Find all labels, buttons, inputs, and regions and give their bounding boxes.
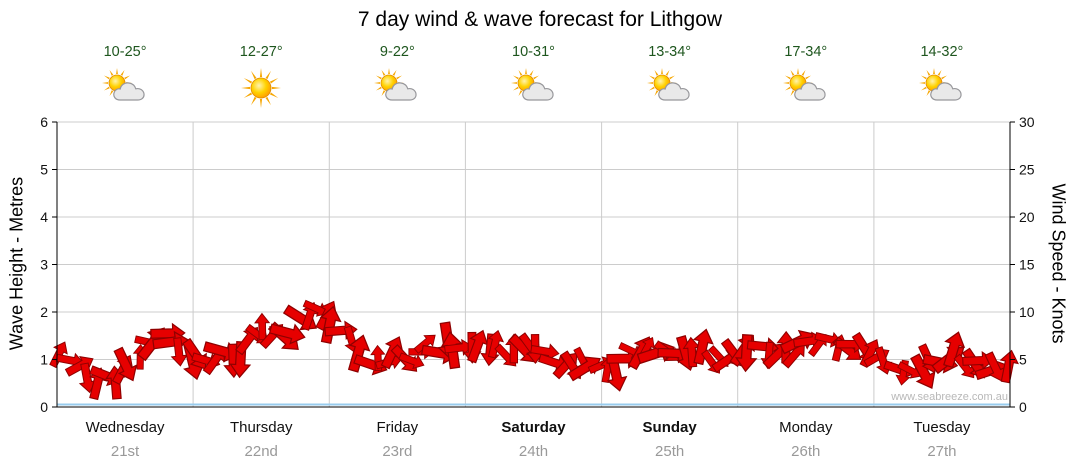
day-date-label: 24th: [518, 443, 549, 460]
wind-axis-tick: 25: [1019, 162, 1035, 178]
day-date-label: 21st: [110, 443, 140, 460]
wave-axis-tick: 6: [40, 114, 48, 130]
sun-cloud-icon: [918, 66, 965, 112]
wind-arrow: [170, 337, 188, 367]
day-name-label: Saturday: [501, 419, 566, 436]
day-temp: 10-25°: [103, 44, 147, 60]
day-temp: 10-31°: [512, 44, 555, 60]
wind-arrows: [49, 299, 1020, 401]
day-temp: 9-22°: [379, 44, 415, 60]
wave-axis-tick: 0: [40, 399, 48, 415]
day-temp: 12-27°: [239, 44, 283, 60]
sun-cloud-icon: [374, 66, 420, 112]
day-temp: 17-34°: [784, 44, 828, 60]
wind-arrow: [953, 353, 975, 379]
day-name-label: Sunday: [642, 419, 697, 436]
sun-cloud-icon: [782, 66, 829, 112]
watermark: www.seabreeze.com.au: [891, 391, 1008, 403]
wind-arrow: [984, 351, 1006, 382]
wind-arrow: [692, 328, 714, 366]
wind-arrow: [64, 356, 94, 377]
wind-axis-tick: 15: [1019, 257, 1035, 273]
wind-axis-title: Wind Speed - Knots: [1048, 183, 1069, 344]
wind-arrow: [268, 323, 306, 345]
wind-arrow: [398, 352, 425, 370]
sun-cloud-icon: [646, 66, 693, 112]
day-temp: 13-34°: [648, 44, 692, 60]
day-date-label: 25th: [655, 443, 685, 460]
wind-arrow: [78, 362, 97, 394]
wind-axis-tick: 20: [1019, 209, 1035, 225]
day-name-label: Thursday: [229, 419, 293, 436]
wave-axis-tick: 5: [40, 162, 48, 178]
wind-arrow: [530, 343, 560, 361]
sun-icon: [238, 66, 284, 112]
wind-arrow: [413, 334, 436, 354]
wind-arrow: [487, 329, 505, 359]
wind-arrow: [910, 353, 936, 390]
wind-arrow: [49, 341, 68, 369]
sun-cloud-icon: [102, 66, 148, 112]
wave-axis-title: Wave Height - Metres: [6, 176, 27, 351]
wave-axis-tick: 3: [40, 257, 48, 273]
day-date-label: 23rd: [382, 443, 413, 460]
wind-arrow: [897, 361, 922, 379]
sun-cloud-icon: [510, 66, 557, 112]
day-name-label: Wednesday: [85, 419, 165, 436]
day-date-label: 26th: [791, 443, 821, 460]
wind-axis-tick: 30: [1019, 114, 1035, 130]
wave-axis-ticks: 0 1 2 3 4 5 6: [40, 114, 57, 415]
day-name-label: Friday: [376, 419, 419, 436]
day-name-label: Tuesday: [913, 419, 971, 436]
wave-axis-tick: 1: [40, 352, 48, 368]
day-date-label: 27th: [927, 443, 957, 460]
wind-axis-tick: 5: [1019, 352, 1027, 368]
h-gridlines: [57, 121, 1010, 360]
day-date-label: 22nd: [244, 443, 278, 460]
wave-axis-tick: 2: [40, 304, 48, 320]
day-temp: 14-32°: [920, 44, 964, 60]
page-title: 7 day wind & wave forecast for Lithgow: [357, 8, 723, 31]
wave-axis-tick: 4: [40, 209, 48, 225]
wind-axis-ticks: 0 5 10 15 20 25 30: [1010, 114, 1035, 415]
wind-axis-tick: 0: [1019, 399, 1027, 415]
wind-arrow: [467, 329, 489, 364]
wind-arrow: [943, 331, 966, 369]
wind-arrow: [113, 346, 138, 382]
wind-axis-tick: 10: [1019, 304, 1035, 320]
day-name-label: Monday: [779, 419, 833, 436]
